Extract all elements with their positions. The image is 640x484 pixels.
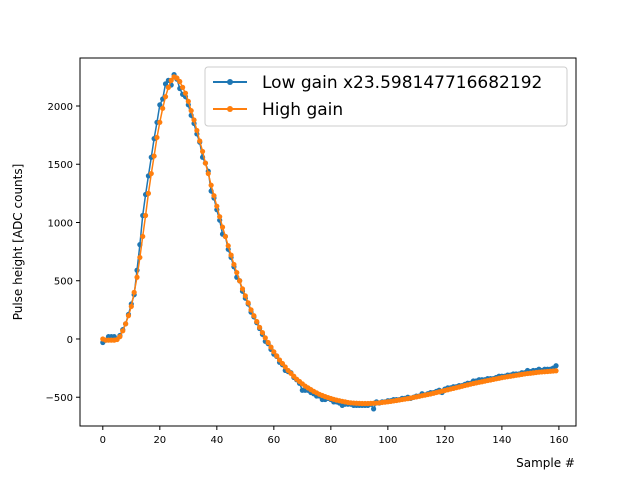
data-point xyxy=(125,313,132,319)
data-point xyxy=(123,321,129,327)
data-point xyxy=(371,406,377,412)
data-point xyxy=(237,278,243,284)
data-point xyxy=(148,170,154,177)
legend-box xyxy=(204,66,568,127)
x-tick-label: 60 xyxy=(267,435,280,446)
data-point xyxy=(157,119,163,125)
y-axis: −500 0 500 1000 1500 2000 xyxy=(46,102,80,404)
data-point xyxy=(234,269,240,276)
x-tick-label: 0 xyxy=(100,435,106,446)
x-tick-label: 40 xyxy=(210,435,223,446)
data-point xyxy=(180,84,186,90)
x-tick-label: 20 xyxy=(153,435,166,446)
data-point xyxy=(197,138,203,144)
y-tick-label: 2000 xyxy=(48,102,73,113)
data-point xyxy=(268,344,274,350)
data-point xyxy=(162,81,169,87)
data-point xyxy=(134,274,140,280)
data-point xyxy=(120,328,126,334)
data-point xyxy=(182,90,189,96)
data-point xyxy=(157,102,163,108)
data-point xyxy=(142,212,149,219)
data-point xyxy=(185,98,191,104)
data-point xyxy=(140,233,146,240)
data-point xyxy=(231,261,237,268)
data-point xyxy=(282,364,288,370)
data-point xyxy=(137,254,143,261)
data-point xyxy=(214,203,220,209)
data-point xyxy=(211,193,217,199)
data-point xyxy=(274,353,280,359)
legend-label-high-gain: High gain xyxy=(262,100,343,120)
data-point xyxy=(271,349,277,355)
data-point xyxy=(553,368,559,374)
y-tick-label: 1000 xyxy=(48,218,73,229)
data-point xyxy=(239,286,246,292)
data-point xyxy=(117,334,123,340)
data-point xyxy=(208,182,214,188)
data-point xyxy=(248,307,254,313)
x-axis-label: Sample # xyxy=(516,456,575,470)
data-point xyxy=(151,153,157,159)
data-point xyxy=(202,160,209,166)
y-tick-label: 1500 xyxy=(48,160,73,171)
data-point xyxy=(199,148,206,155)
data-point xyxy=(188,108,194,114)
legend: Low gain x23.598147716682192 High gain xyxy=(204,66,568,127)
data-point xyxy=(262,335,268,341)
y-tick-label: 0 xyxy=(67,335,73,346)
data-point xyxy=(128,303,134,309)
data-point xyxy=(254,318,260,325)
data-point xyxy=(219,224,226,230)
data-point xyxy=(131,289,137,295)
data-point xyxy=(242,293,248,299)
data-point xyxy=(154,134,160,141)
y-tick-label: 500 xyxy=(54,277,73,288)
data-point xyxy=(259,329,266,336)
x-axis: 0 20 40 60 80 100 120 140 160 xyxy=(100,426,568,446)
data-point xyxy=(228,252,234,258)
data-point xyxy=(245,300,251,306)
data-point xyxy=(256,324,263,330)
data-point xyxy=(168,77,174,83)
data-point xyxy=(145,190,152,196)
data-point xyxy=(279,360,285,367)
data-point xyxy=(225,243,231,249)
data-point xyxy=(251,313,257,319)
x-tick-label: 160 xyxy=(549,435,568,446)
data-point xyxy=(217,214,223,220)
data-point xyxy=(160,105,166,111)
data-point xyxy=(205,170,211,177)
legend-marker-high-gain xyxy=(227,106,233,112)
x-tick-label: 100 xyxy=(378,435,397,446)
legend-marker-low-gain xyxy=(227,79,233,85)
data-point xyxy=(222,233,228,240)
data-point xyxy=(165,84,171,90)
legend-label-low-gain: Low gain x23.598147716682192 xyxy=(262,73,542,93)
y-axis-label: Pulse height [ADC counts] xyxy=(11,164,25,321)
data-point xyxy=(553,363,559,369)
y-tick-label: −500 xyxy=(46,393,73,404)
plot-area xyxy=(100,71,559,412)
data-point xyxy=(174,75,180,81)
x-tick-label: 120 xyxy=(435,435,454,446)
data-point xyxy=(177,78,183,85)
data-point xyxy=(265,339,271,346)
data-point xyxy=(191,117,197,123)
data-point xyxy=(276,357,283,363)
x-tick-label: 80 xyxy=(324,435,337,446)
axes-frame xyxy=(79,57,577,427)
data-point xyxy=(162,94,169,100)
x-tick-label: 140 xyxy=(492,435,511,446)
data-point xyxy=(194,127,200,134)
